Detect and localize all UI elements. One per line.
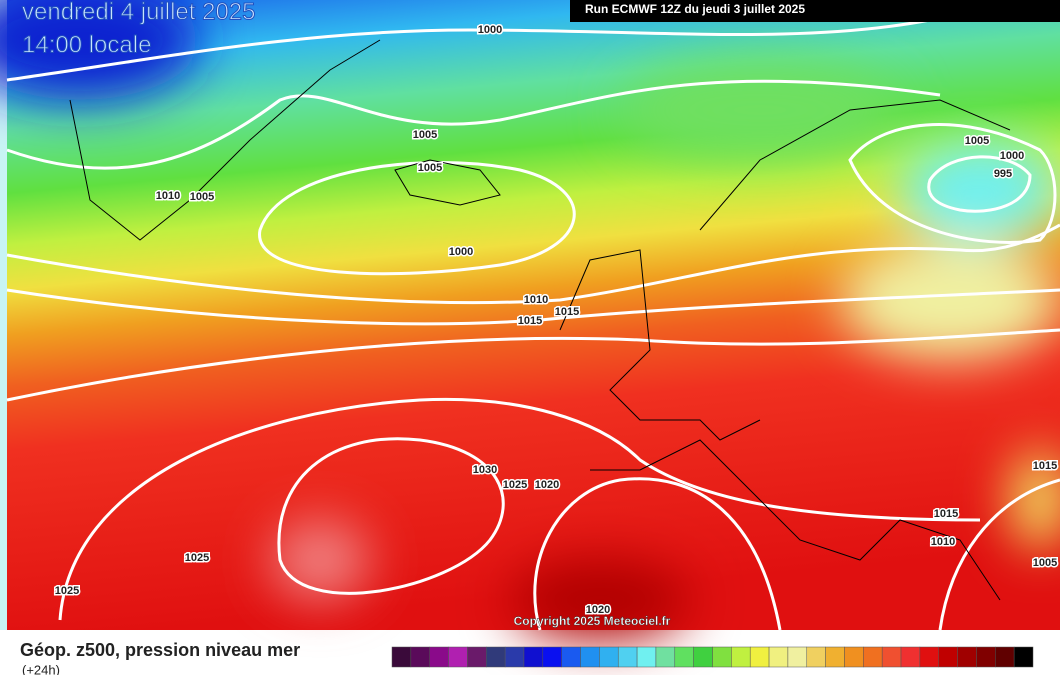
- isobar-label: 1000: [478, 24, 502, 36]
- scale-swatch: [1013, 646, 1034, 668]
- isobar-label: 1020: [586, 604, 610, 616]
- scale-swatch: [429, 646, 449, 668]
- scale-swatch: [693, 646, 713, 668]
- scale-swatch: [995, 646, 1015, 668]
- scale-swatch: [768, 646, 789, 668]
- scale-swatch: [391, 646, 412, 668]
- isobar-label: 1030: [473, 464, 497, 476]
- scale-swatch: [863, 646, 883, 668]
- scale-swatch: [825, 646, 845, 668]
- isobar-label: 1005: [190, 191, 214, 203]
- scale-swatch: [749, 646, 770, 668]
- scale-swatch: [806, 646, 826, 668]
- scale-swatch: [844, 646, 864, 668]
- scale-swatch: [504, 646, 525, 668]
- run-banner: [570, 0, 1060, 22]
- scale-swatch: [486, 646, 506, 668]
- color-scale: [391, 646, 1034, 668]
- scale-swatch: [580, 646, 600, 668]
- isobar-label: 1005: [413, 129, 437, 141]
- isobar-label: 1025: [503, 479, 527, 491]
- footer-subtitle: (+24h): [22, 662, 60, 675]
- isobar-label: 1005: [965, 135, 989, 147]
- scale-swatch: [561, 646, 581, 668]
- isobar-label: 1010: [156, 190, 180, 202]
- scale-swatch: [881, 646, 902, 668]
- scale-swatch: [957, 646, 977, 668]
- isobar-label: 1025: [185, 552, 209, 564]
- isobar-labels: 1000 1005 1005 1010 1005 1000 1005 1000 995 1010 1…: [53, 22, 1058, 617]
- scale-swatch: [731, 646, 751, 668]
- scale-swatch: [674, 646, 694, 668]
- isobar-label: 1025: [55, 585, 79, 597]
- isobar-label: 995: [994, 168, 1012, 180]
- isobar-label: 1005: [418, 162, 442, 174]
- isobar-label: 1020: [535, 479, 559, 491]
- forecast-date: vendredi 4 juillet 2025: [22, 0, 256, 25]
- isobar-label: 1015: [518, 315, 542, 327]
- isobar-label: 1015: [934, 508, 958, 520]
- isobar-label: 1015: [555, 306, 579, 318]
- scale-swatch: [655, 646, 676, 668]
- scale-swatch: [617, 646, 638, 668]
- copyright: Copyright 2025 Meteociel.fr: [514, 614, 671, 628]
- isobar-label: 1010: [931, 536, 955, 548]
- isobar-label: 1015: [1033, 460, 1057, 472]
- scale-swatch: [467, 646, 487, 668]
- scale-swatch: [636, 646, 657, 668]
- footer-title: Géop. z500, pression niveau mer: [20, 640, 300, 660]
- scale-swatch: [599, 646, 619, 668]
- coastlines: [69, 39, 1011, 601]
- scale-swatch: [938, 646, 958, 668]
- run-info: Run ECMWF 12Z du jeudi 3 juillet 2025: [585, 2, 805, 16]
- scale-swatch: [787, 646, 808, 668]
- isobar-label: 1000: [1000, 150, 1024, 162]
- edge: [0, 0, 7, 630]
- scale-swatch: [919, 646, 939, 668]
- scale-swatch: [976, 646, 996, 668]
- scale-swatch: [900, 646, 921, 668]
- scale-swatch: [542, 646, 562, 668]
- scale-swatch: [523, 646, 544, 668]
- isobar-label: 1005: [1033, 557, 1057, 569]
- isobar-label: 1000: [449, 246, 473, 258]
- scale-swatch: [410, 646, 430, 668]
- scale-swatch: [712, 646, 732, 668]
- isobars: [6, 18, 1060, 631]
- isobar-label: 1010: [524, 294, 548, 306]
- forecast-time: 14:00 locale: [22, 31, 151, 58]
- scale-swatch: [448, 646, 468, 668]
